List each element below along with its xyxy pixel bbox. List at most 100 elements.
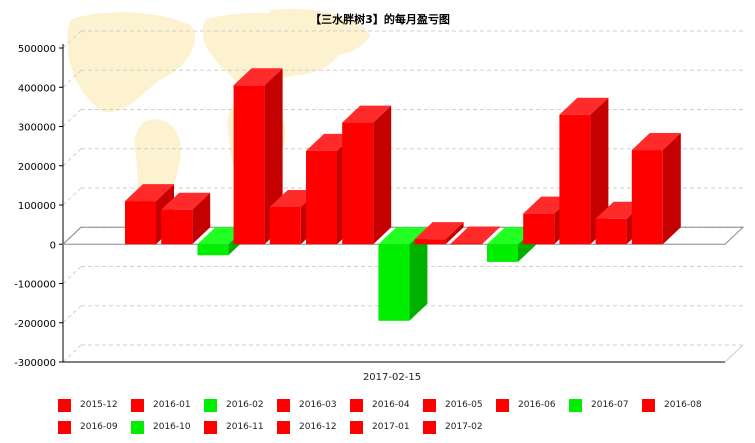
legend-swatch <box>496 398 509 412</box>
legend-swatch <box>58 420 71 434</box>
legend-label: 2016-09 <box>80 422 118 432</box>
legend-label: 2016-11 <box>226 422 264 432</box>
bar-2016-03 <box>233 68 283 245</box>
bar-top <box>233 68 283 86</box>
bar-side <box>662 133 681 245</box>
bar-front <box>306 150 337 245</box>
bar-top <box>378 227 428 245</box>
bar-front <box>487 244 518 262</box>
legend-item[interactable]: 2016-06 <box>496 394 569 416</box>
bar-top <box>450 226 500 244</box>
bar-front <box>269 206 301 245</box>
legend-item[interactable]: 2015-12 <box>58 394 131 416</box>
bar-front <box>631 150 663 245</box>
y-tick-label: -100000 <box>14 280 56 291</box>
gridline-depth <box>62 187 82 206</box>
legend-item[interactable]: 2016-11 <box>204 416 277 438</box>
legend-label: 2016-01 <box>153 400 191 410</box>
bar-front <box>559 114 591 245</box>
chart-title: 【三水胖树3】的每月盈亏图 <box>310 12 450 26</box>
bar-2016-01 <box>161 192 211 245</box>
bar-front <box>450 243 482 245</box>
legend-label: 2017-02 <box>445 422 483 432</box>
y-tick-label: 300000 <box>18 123 56 134</box>
legend-swatch <box>277 420 290 434</box>
legend-item[interactable]: 2016-05 <box>423 394 496 416</box>
x-axis-depth <box>724 344 744 363</box>
gridline-depth <box>62 148 82 167</box>
bar-front <box>523 213 555 245</box>
legend-item[interactable]: 2016-08 <box>642 394 715 416</box>
legend-item[interactable]: 2017-01 <box>350 416 423 438</box>
y-tick-label: 400000 <box>18 83 56 94</box>
legend: 2015-12 2016-01 2016-02 2016-03 2016-04 2016-… <box>58 394 738 438</box>
gridline-depth <box>62 109 82 127</box>
legend-item[interactable]: 2016-04 <box>350 394 423 416</box>
legend-item[interactable]: 2016-03 <box>277 394 350 416</box>
bar-front <box>342 122 374 245</box>
legend-swatch <box>642 398 655 412</box>
y-tick-label: 0 <box>50 240 56 251</box>
legend-swatch <box>204 398 217 412</box>
y-tick-label: 200000 <box>18 162 56 173</box>
bar-front <box>378 244 410 321</box>
legend-swatch <box>423 398 436 412</box>
bar-top <box>631 133 681 151</box>
bar-side <box>590 97 609 245</box>
legend-item[interactable]: 2016-01 <box>131 394 204 416</box>
y-tick-label: 500000 <box>18 44 56 55</box>
legend-item[interactable]: 2016-09 <box>58 416 131 438</box>
x-axis-label: 2017-02-15 <box>363 372 421 383</box>
bar-2016-06 <box>342 105 392 245</box>
legend-swatch <box>277 398 290 412</box>
legend-item[interactable]: 2016-02 <box>204 394 277 416</box>
bar-front <box>161 209 193 245</box>
y-tick-label: -200000 <box>14 319 56 330</box>
legend-label: 2016-03 <box>299 400 337 410</box>
legend-swatch <box>350 420 363 434</box>
legend-label: 2015-12 <box>80 400 118 410</box>
bar-series <box>125 68 681 321</box>
bar-side <box>192 192 211 245</box>
legend-swatch <box>131 420 144 434</box>
legend-item[interactable]: 2016-10 <box>131 416 204 438</box>
legend-label: 2016-04 <box>372 400 410 410</box>
legend-swatch <box>131 398 144 412</box>
legend-item[interactable]: 2016-12 <box>277 416 350 438</box>
legend-item[interactable]: 2017-02 <box>423 416 496 438</box>
bar-front <box>595 218 627 245</box>
legend-item[interactable]: 2016-07 <box>569 394 642 416</box>
y-tick-label: 100000 <box>18 201 56 212</box>
gridline-depth <box>62 266 82 284</box>
bar-side <box>445 222 464 245</box>
bar-top <box>125 184 174 202</box>
bar-top <box>161 192 211 210</box>
y-tick-label: -300000 <box>14 358 56 369</box>
bar-front <box>414 239 446 245</box>
bar-2016-08 <box>414 222 464 245</box>
bar-side <box>481 226 500 245</box>
y-axis: 500000 400000 300000 200000 100000 0 -100000 -2… <box>14 44 744 369</box>
gridline-depth <box>62 344 82 363</box>
legend-swatch <box>204 420 217 434</box>
bar-top <box>414 222 464 240</box>
legend-label: 2016-06 <box>518 400 556 410</box>
legend-label: 2016-08 <box>664 400 702 410</box>
legend-label: 2017-01 <box>372 422 410 432</box>
legend-label: 2016-05 <box>445 400 483 410</box>
legend-swatch <box>350 398 363 412</box>
bar-side <box>373 105 392 245</box>
bar-front <box>197 244 229 256</box>
bar-top <box>559 97 609 115</box>
bar-2016-07 <box>378 227 428 321</box>
bar-top <box>342 105 392 123</box>
legend-label: 2016-07 <box>591 400 629 410</box>
bar-front <box>125 201 156 245</box>
bar-2017-02 <box>631 133 681 245</box>
legend-swatch <box>423 420 436 434</box>
bar-side <box>409 227 428 321</box>
bar-front <box>233 85 265 245</box>
legend-label: 2016-02 <box>226 400 264 410</box>
legend-swatch <box>569 398 582 412</box>
